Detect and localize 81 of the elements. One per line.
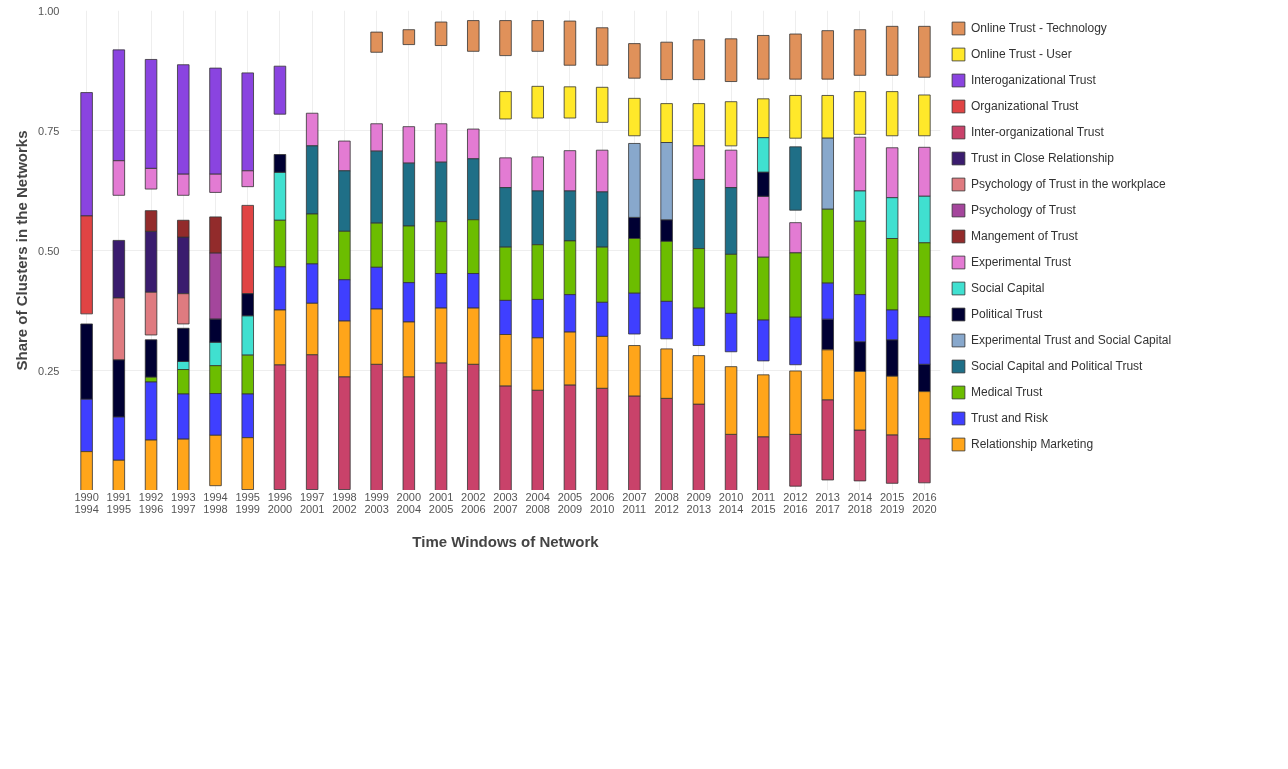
bar [144, 339, 158, 378]
bar [724, 101, 738, 147]
x-tick-label: 2003 2007 [493, 490, 518, 515]
x-axis-title: Time Windows of Network [412, 532, 600, 550]
x-tick-label: 2002 2006 [461, 490, 486, 515]
x-tick-label: 2007 2011 [622, 490, 647, 515]
y-tick-label: 0.75 [38, 124, 60, 137]
x-tick-label: 2006 2010 [589, 490, 615, 515]
legend-label: Inter-organizational Trust [971, 125, 1104, 139]
x-tick-label: 2015 2019 [879, 490, 905, 515]
bar [563, 20, 577, 66]
x-tick-label: 2000 2004 [396, 490, 422, 515]
bar [434, 21, 448, 46]
legend-label: Social Capital and Political Trust [971, 359, 1143, 373]
legend-label: Online Trust - User [971, 47, 1072, 61]
legend-label: Trust and Risk [971, 411, 1048, 425]
x-tick-label: 2009 2013 [686, 490, 712, 515]
bar [273, 65, 287, 115]
bar [853, 29, 867, 76]
bar [821, 30, 834, 80]
x-tick-label: 2004 2008 [525, 490, 550, 515]
legend-label: Online Trust - Technology [971, 21, 1107, 35]
bar [402, 29, 416, 45]
bar [724, 38, 738, 82]
bar [628, 43, 641, 79]
bar [660, 41, 673, 81]
bar [595, 27, 609, 66]
y-axis-title: Share of Clusters in the Networks [13, 130, 31, 371]
x-tick-label: 2005 2009 [557, 490, 583, 515]
x-tick-label: 2001 2005 [428, 490, 454, 515]
bar [885, 25, 899, 76]
x-tick-label: 2012 2016 [783, 490, 808, 515]
x-tick-label: 2013 2017 [815, 490, 840, 515]
bar [499, 91, 512, 120]
bar [692, 39, 706, 81]
x-tick-label: 1998 2002 [332, 490, 357, 515]
x-tick-label: 1999 2003 [364, 490, 389, 515]
x-tick-label: 1993 1997 [171, 490, 196, 515]
bar [789, 95, 802, 139]
legend-label: Social Capital [971, 281, 1045, 295]
legend-label: Mangement of Trust [971, 229, 1078, 243]
bar [563, 86, 577, 119]
bar [885, 91, 899, 137]
legend-label: Organizational Trust [971, 99, 1079, 113]
x-tick-label: 2016 2020 [912, 490, 937, 515]
x-tick-label: 1995 1999 [235, 490, 260, 515]
x-tick-label: 1996 2000 [267, 490, 293, 515]
legend-label: Medical Trust [971, 385, 1043, 399]
bar [918, 25, 931, 78]
legend-label: Experimental Trust and Social Capital [971, 333, 1172, 347]
x-tick-label: 1992 1996 [138, 490, 164, 515]
legend-label: Relationship Marketing [971, 437, 1094, 451]
legend-label: Experimental Trust [971, 255, 1072, 269]
bar [595, 86, 609, 123]
x-tick-label: 2010 2014 [718, 490, 744, 515]
bar [531, 85, 544, 119]
bar [370, 31, 383, 53]
legend-label: Trust in Close Relationship [971, 151, 1114, 165]
y-tick-label: 0.25 [38, 364, 60, 377]
x-tick-label: 2011 2015 [751, 490, 776, 515]
bar [628, 97, 641, 137]
x-tick-label: 1997 2001 [299, 490, 325, 515]
bar [853, 91, 867, 135]
y-tick-label: 1.00 [38, 4, 60, 17]
legend-label: Psychology of Trust [971, 203, 1076, 217]
bar [467, 20, 480, 52]
bar [789, 146, 802, 211]
bar [499, 20, 512, 57]
x-tick-label: 1994 1998 [203, 490, 228, 515]
legend-label: Interoganizational Trust [971, 73, 1096, 87]
x-tick-label: 2014 2018 [847, 490, 873, 515]
bar [757, 35, 770, 80]
bar [789, 33, 802, 80]
x-tick-label: 1991 1995 [106, 490, 132, 515]
x-tick-label: 2008 2012 [654, 490, 679, 515]
bar [531, 20, 544, 52]
x-tick-label: 1990 1994 [74, 490, 99, 515]
legend-label: Psychology of Trust in the workplace [971, 177, 1166, 191]
bar [918, 94, 931, 137]
legend-label: Political Trust [971, 307, 1043, 321]
y-tick-label: 0.50 [38, 244, 60, 257]
